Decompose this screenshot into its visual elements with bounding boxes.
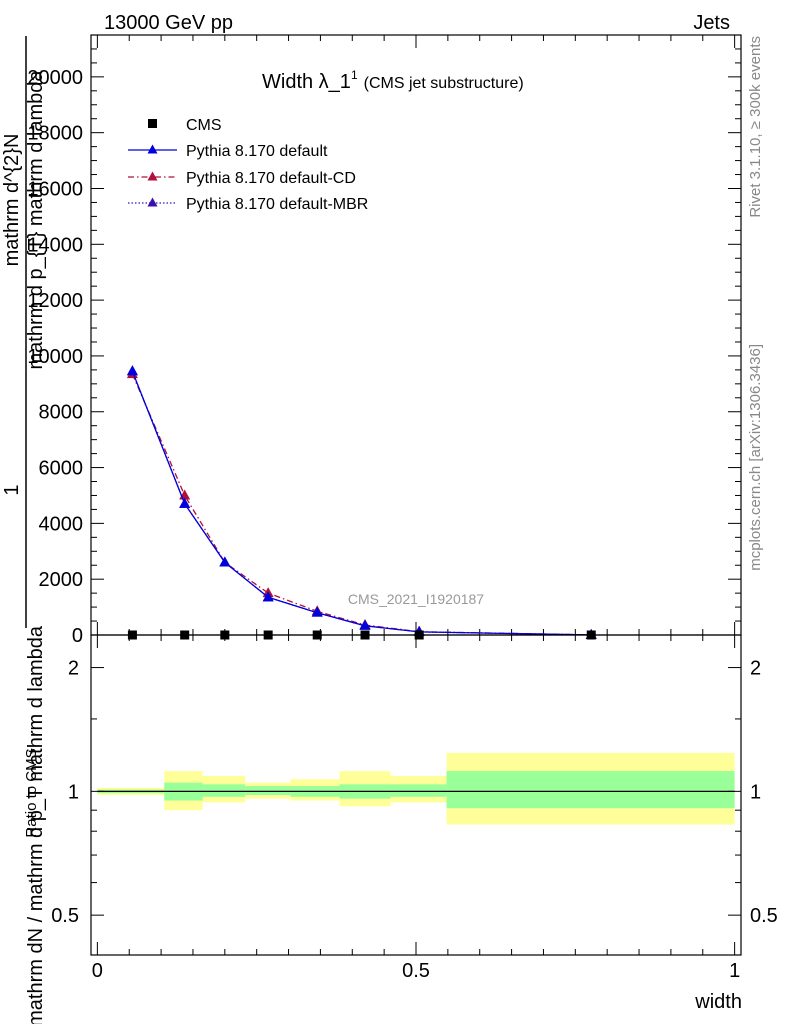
ratio-y-tick-label-left: 1 — [68, 781, 79, 803]
ratio-inner-band — [390, 784, 447, 797]
ratio-ylabel: Ratio to CMS — [23, 748, 40, 837]
main-y-tick-label: 10000 — [27, 346, 83, 368]
main-y-tick-label: 6000 — [39, 458, 84, 480]
ratio-frame — [90, 634, 742, 956]
ratio-axis-ticks: 0.5 0.5 1 1 2 2 0 0.5 1 — [51, 635, 778, 982]
main-y-tick-label: 2000 — [39, 569, 84, 591]
ratio-bands — [97, 752, 735, 825]
main-ylabel-line2: mathrm d p_{T} mathrm d lambda — [25, 70, 47, 370]
ratio-y-tick-label-right: 1 — [750, 781, 761, 803]
series-marker — [262, 591, 274, 602]
legend-marker-default — [147, 144, 158, 154]
header-left: 13000 GeV pp — [104, 12, 233, 34]
main-y-tick-label: 12000 — [27, 290, 83, 312]
legend: CMS Pythia 8.170 default Pythia 8.170 de… — [128, 117, 368, 213]
main-y-tick-label: 4000 — [39, 513, 84, 535]
chart-title-main: Width λ_1 — [262, 71, 351, 93]
legend-label-default-mbr: Pythia 8.170 default-MBR — [186, 196, 368, 213]
main-y-tick-label: 16000 — [27, 178, 83, 200]
series-marker — [311, 606, 323, 617]
ratio-inner-band — [202, 784, 246, 797]
legend-label-default: Pythia 8.170 default — [186, 143, 328, 160]
x-tick-label: 1 — [729, 960, 740, 982]
series-marker — [126, 365, 138, 376]
x-axis-label: width — [694, 991, 742, 1013]
x-tick-label: 0.5 — [402, 960, 430, 982]
legend-marker-default-mbr — [147, 197, 158, 207]
mcplots-label: mcplots.cern.ch [arXiv:1306.3436] — [747, 344, 764, 571]
ratio-y-tick-label-left: 2 — [68, 658, 79, 680]
main-y-tick-label: 20000 — [27, 67, 83, 89]
main-y-tick-label: 8000 — [39, 402, 84, 424]
legend-marker-default-cd — [147, 171, 158, 181]
main-ylabel-line1: mathrm d^{2}N — [1, 134, 23, 267]
chart-title: Width λ_11 (CMS jet substructure) — [262, 68, 524, 93]
legend-label-cms: CMS — [186, 117, 222, 134]
ratio-y-tick-label-right: 2 — [750, 658, 761, 680]
main-ylabel-den: mathrm dN / mathrm d p_T mathrm d lambda — [25, 625, 47, 1024]
x-tick-label: 0 — [92, 960, 103, 982]
chart-title-note: (CMS jet substructure) — [364, 75, 524, 92]
legend-label-default-cd: Pythia 8.170 default-CD — [186, 170, 356, 187]
main-y-tick-label: 0 — [72, 625, 83, 647]
ratio-inner-band — [245, 786, 291, 795]
ratio-inner-band — [446, 771, 735, 809]
header-right: Jets — [693, 12, 730, 34]
rivet-label: Rivet 3.1.10, ≥ 300k events — [747, 36, 764, 218]
series-marker — [359, 619, 371, 630]
watermark: CMS_2021_I1920187 — [348, 591, 484, 607]
ratio-y-tick-label-left: 0.5 — [51, 905, 79, 927]
series-marker — [179, 497, 191, 508]
legend-marker-cms — [148, 119, 157, 128]
main-axis-ticks: 0 2000 4000 6000 8000 10000 12000 14000 16000 180… — [27, 34, 741, 647]
main-ylabel-one: 1 — [1, 484, 23, 495]
series-line — [131, 371, 592, 636]
main-y-tick-label: 14000 — [27, 234, 83, 256]
ratio-y-tick-label-right: 0.5 — [750, 905, 778, 927]
chart-title-sup: 1 — [351, 68, 358, 82]
series-marker — [219, 556, 231, 567]
main-y-tick-label: 18000 — [27, 123, 83, 145]
